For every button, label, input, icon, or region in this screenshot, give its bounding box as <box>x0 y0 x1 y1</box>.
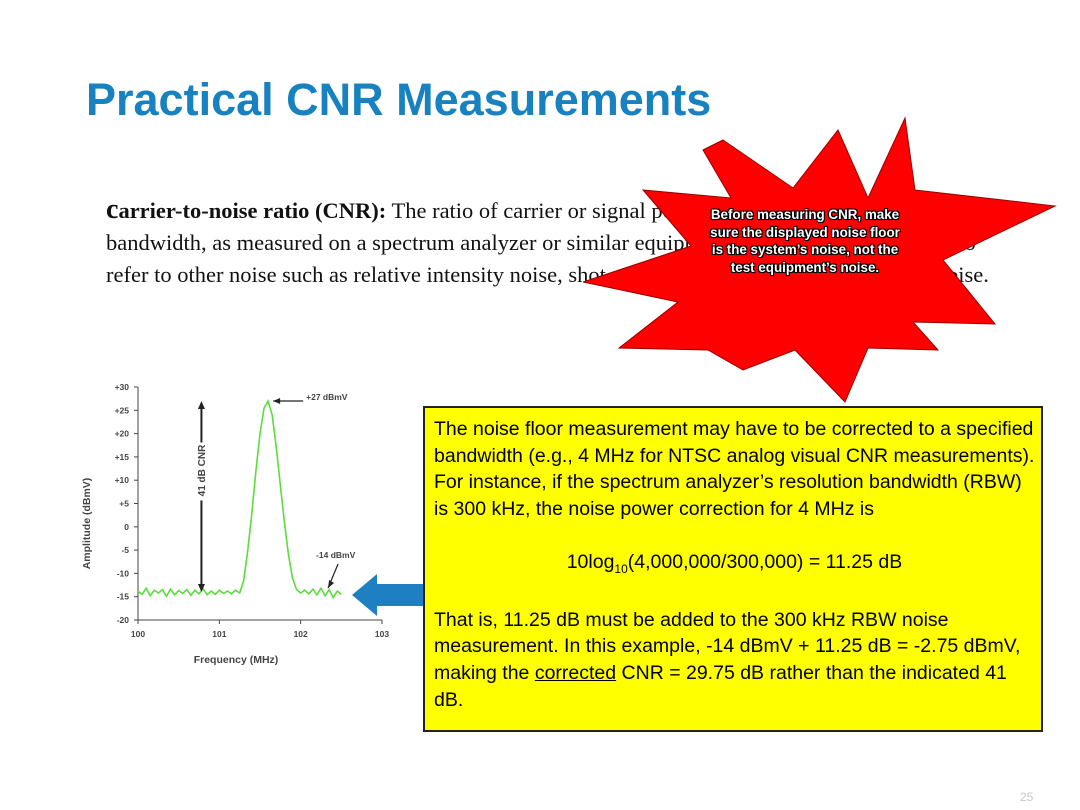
note-paragraph-2-start: That is, 11.25 dB must be added to the 3… <box>434 608 1021 685</box>
peak-arrowhead-icon <box>273 397 281 404</box>
y-tick-label: -5 <box>121 545 129 555</box>
left-arrow-icon <box>352 574 428 616</box>
spectrum-trace <box>137 398 342 600</box>
definition-term-rest: arrier-to-noise ratio (CNR): <box>118 198 387 223</box>
pointer-arrow <box>352 574 428 616</box>
definition-term-initial: c <box>106 194 119 225</box>
formula-rest: (4,000,000/300,000) = 11.25 dB <box>627 551 903 574</box>
warning-starburst <box>583 116 1057 403</box>
cnr-up-arrow-icon <box>197 400 205 409</box>
y-tick-label: 0 <box>124 522 129 532</box>
y-tick-label: +15 <box>115 452 130 462</box>
y-tick-label: +5 <box>119 499 129 509</box>
note-underlined-word: corrected <box>534 662 617 685</box>
note-formula: 10log10(4,000,000/300,000) = 11.25 dB <box>434 549 1035 582</box>
starburst-icon <box>583 116 1057 403</box>
x-axis-label: Frequency (MHz) <box>194 654 279 666</box>
definition-term: carrier-to-noise ratio (CNR): <box>106 194 387 225</box>
x-tick-label: 101 <box>212 629 226 639</box>
note-paragraph-1: The noise floor measurement may have to … <box>434 418 1035 520</box>
formula-subscript: 10 <box>614 562 628 577</box>
y-axis-label: Amplitude (dBmV) <box>81 478 93 570</box>
y-tick-label: -10 <box>117 568 130 578</box>
cnr-annotation-label: 41 dB CNR <box>197 444 208 496</box>
starburst-text: Before measuring CNR, make sure the disp… <box>710 207 900 275</box>
y-tick-label: +10 <box>115 475 130 485</box>
cnr-down-arrow-icon <box>197 584 205 593</box>
cnr-label-background <box>195 442 208 501</box>
chart-annotations: +27 dBmV -14 dBmV 41 dB CNR <box>195 392 356 593</box>
y-tick-label: +30 <box>115 382 130 392</box>
x-tick-label: 103 <box>375 629 389 639</box>
note-paragraph-2-end: CNR = 29.75 dB rather than the indicated… <box>434 662 1007 711</box>
noise-arrowhead-icon <box>328 580 335 589</box>
slide-title: Practical CNR Measurements <box>86 74 712 125</box>
y-tick-label: +25 <box>115 405 130 415</box>
x-tick-label: 100 <box>131 629 145 639</box>
correction-note-box: The noise floor measurement may have to … <box>423 406 1043 732</box>
formula-prefix: 10log <box>566 551 615 574</box>
page-number: 25 <box>1020 790 1034 804</box>
x-tick-label: 102 <box>294 629 308 639</box>
y-tick-label: -20 <box>117 615 130 625</box>
peak-annotation-label: +27 dBmV <box>306 392 348 402</box>
noise-annotation-label: -14 dBmV <box>316 550 356 560</box>
chart-axes <box>137 387 382 621</box>
y-tick-label: +20 <box>115 429 130 439</box>
y-tick-label: -15 <box>117 592 130 602</box>
note-paragraph-2: That is, 11.25 dB must be added to the 3… <box>434 607 1035 713</box>
